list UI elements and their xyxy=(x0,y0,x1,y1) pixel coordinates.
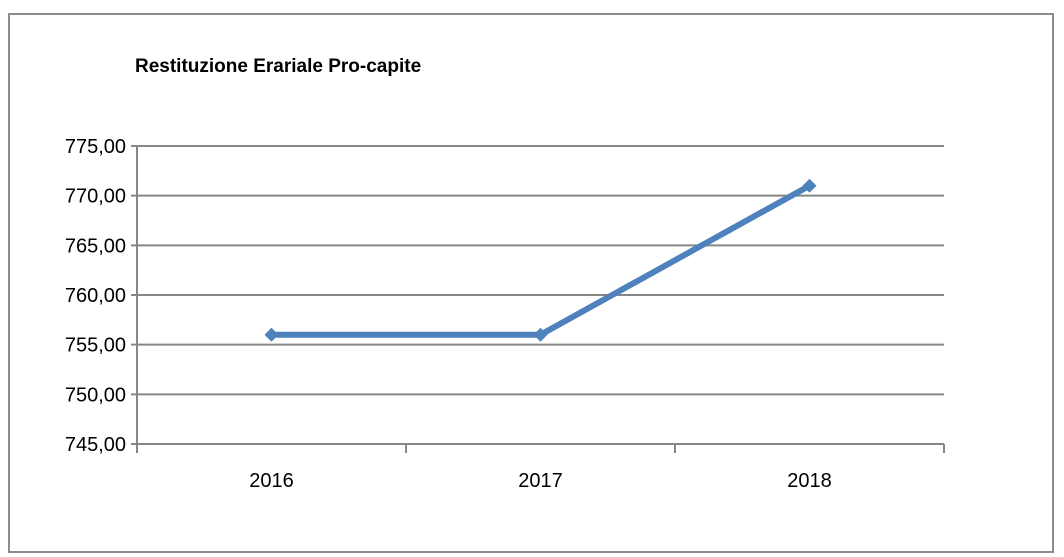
x-tick-label: 2018 xyxy=(787,470,832,492)
y-tick-label: 755,00 xyxy=(65,335,126,357)
tick-labels: 745,00 750,00 755,00 760,00 765,00 770,00 775,… xyxy=(65,136,832,492)
y-tick-label: 775,00 xyxy=(65,136,126,158)
data-point xyxy=(802,178,817,193)
series-line xyxy=(268,182,813,338)
x-tick-label: 2016 xyxy=(249,470,294,492)
x-tick-label: 2017 xyxy=(518,470,563,492)
y-tick-label: 750,00 xyxy=(65,384,126,406)
chart-frame xyxy=(8,13,1054,553)
gridlines xyxy=(131,145,944,445)
chart-title: Restituzione Erariale Pro-capite xyxy=(135,56,422,77)
data-point xyxy=(533,327,548,342)
axes xyxy=(136,146,945,453)
y-tick-label: 770,00 xyxy=(65,186,126,208)
y-tick-label: 760,00 xyxy=(65,285,126,307)
data-point xyxy=(264,327,279,342)
y-tick-label: 765,00 xyxy=(65,235,126,257)
y-tick-label: 745,00 xyxy=(65,434,126,456)
series xyxy=(264,178,817,342)
